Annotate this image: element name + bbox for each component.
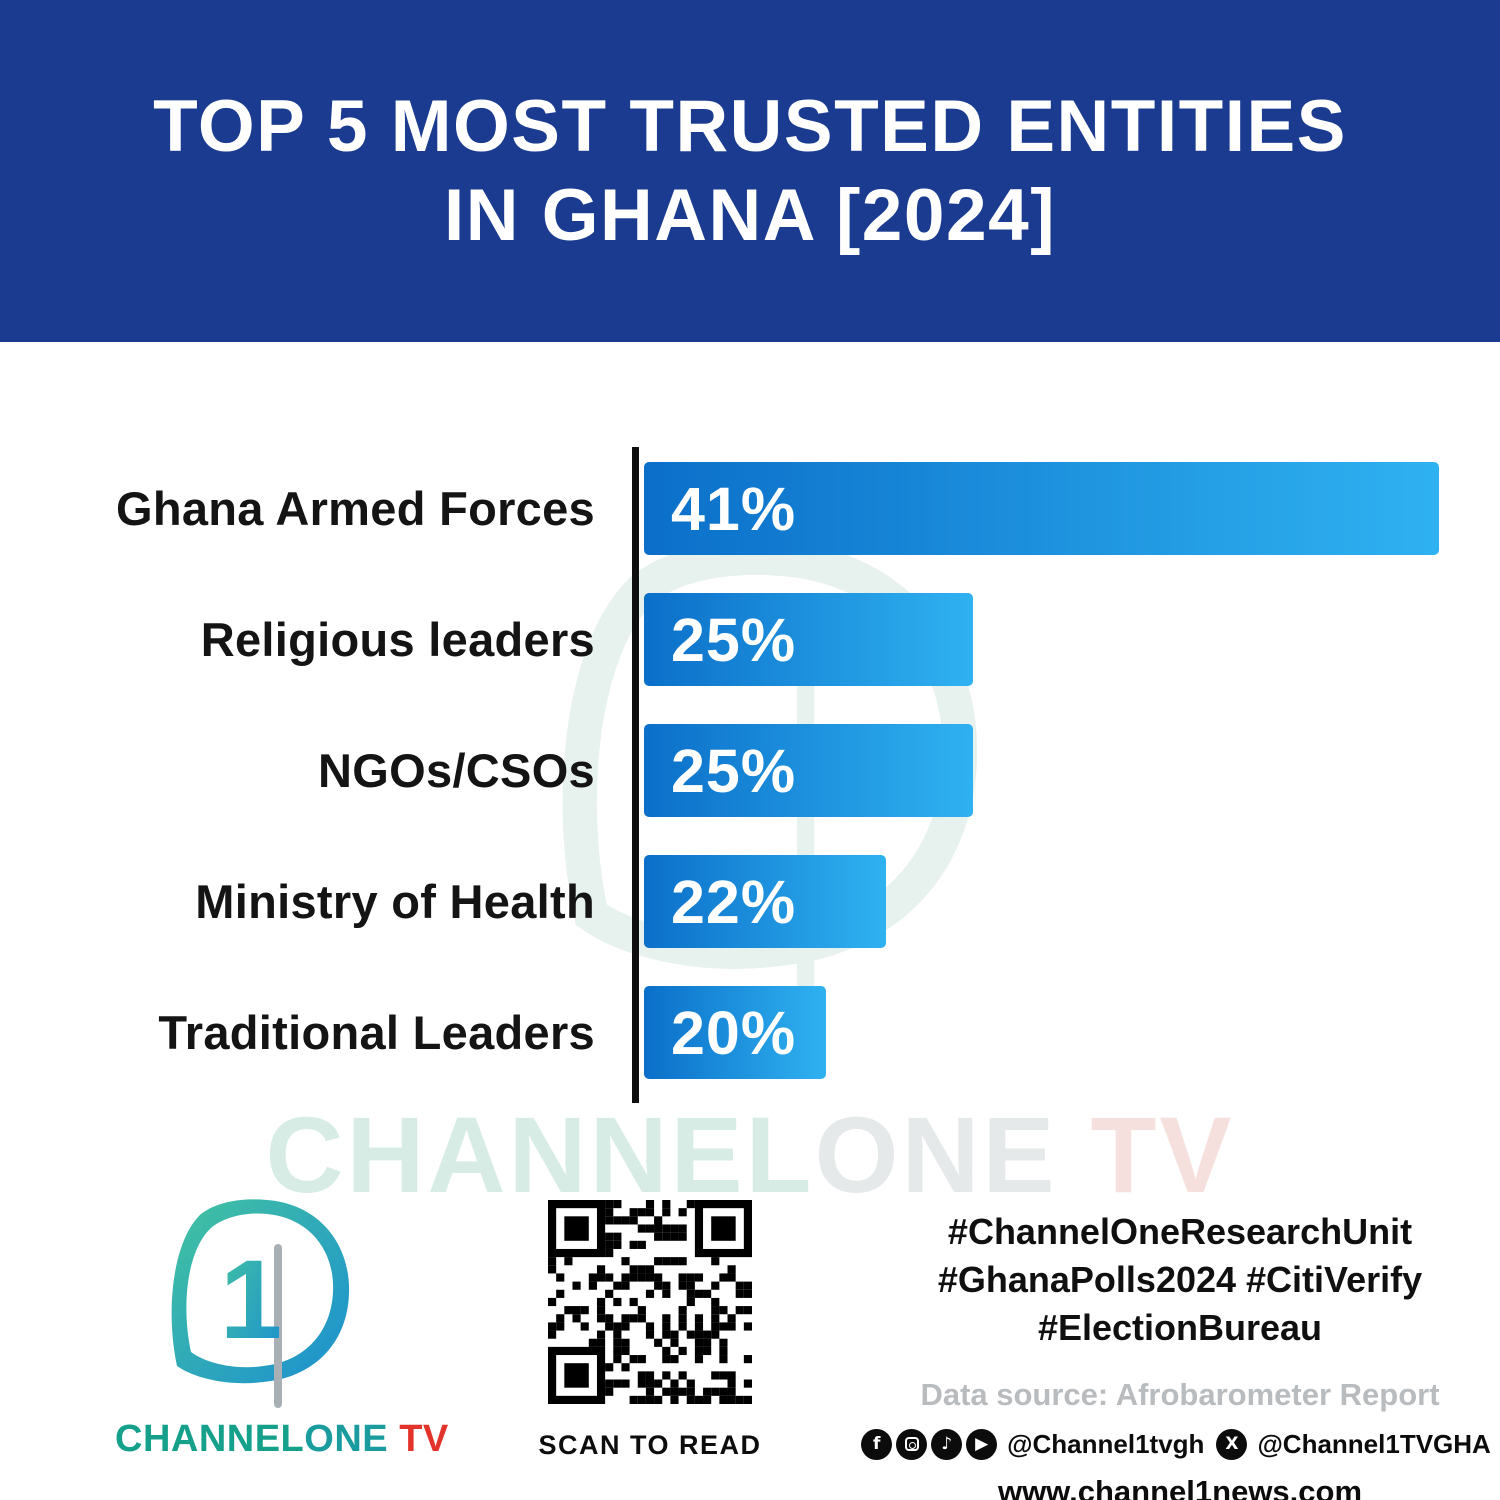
header-banner: TOP 5 MOST TRUSTED ENTITIES IN GHANA [20… xyxy=(0,0,1500,342)
social-handle-main: @Channel1tvgh xyxy=(1007,1428,1205,1459)
bar-chart: Ghana Armed Forces 41% Religious leaders 25… xyxy=(0,447,1500,1107)
title-line-1: TOP 5 MOST TRUSTED ENTITIES xyxy=(153,85,1347,167)
bar-value-label: 25% xyxy=(671,605,797,674)
brand-watermark: CHANNELONE TV xyxy=(0,1092,1500,1217)
bar-value-label: 41% xyxy=(671,474,797,543)
brand-name: CHANNELONE TV xyxy=(115,1418,448,1461)
hashtags: #ChannelOneResearchUnit #GhanaPolls2024 … xyxy=(880,1208,1480,1353)
bar-row: Religious leaders 25% xyxy=(0,593,1500,686)
bar-value-label: 25% xyxy=(671,736,797,805)
tiktok-icon: ♪ xyxy=(931,1428,963,1460)
watermark-channel: CHANNEL xyxy=(265,1094,815,1215)
bar: 25% xyxy=(644,593,973,686)
facebook-icon: f xyxy=(861,1428,893,1460)
bar-value-label: 22% xyxy=(671,867,797,936)
category-label: Traditional Leaders xyxy=(158,1006,595,1059)
x-icon: X xyxy=(1216,1428,1248,1460)
hashtag-line-3: #ElectionBureau xyxy=(1037,1307,1323,1349)
chart-rows: Ghana Armed Forces 41% Religious leaders 25… xyxy=(0,462,1500,1079)
hashtag-line-2: #GhanaPolls2024 #CitiVerify xyxy=(937,1259,1423,1301)
category-label: Ghana Armed Forces xyxy=(115,482,595,535)
bar-row: Ghana Armed Forces 41% xyxy=(0,462,1500,555)
chart-axis xyxy=(632,447,639,1103)
bar: 22% xyxy=(644,855,886,948)
qr-caption: SCAN TO READ xyxy=(538,1430,762,1460)
website-url: www.channel1news.com xyxy=(997,1473,1363,1500)
channel-one-logo: 1 xyxy=(171,1199,350,1408)
bar-row: Traditional Leaders 20% xyxy=(0,986,1500,1079)
category-label: Ministry of Health xyxy=(195,875,595,928)
bar-row: NGOs/CSOs 25% xyxy=(0,724,1500,817)
youtube-icon: ▶ xyxy=(966,1428,998,1460)
bar: 41% xyxy=(644,462,1439,555)
title-line-2: IN GHANA [2024] xyxy=(443,175,1057,256)
brand-channel: CHANNEL xyxy=(115,1418,305,1460)
brand-tv: TV xyxy=(388,1418,449,1460)
watermark-tv: TV xyxy=(1057,1094,1235,1215)
bar: 25% xyxy=(644,724,973,817)
category-label: NGOs/CSOs xyxy=(318,744,595,797)
bar: 20% xyxy=(644,986,826,1079)
data-source: Data source: Afrobarometer Report xyxy=(920,1376,1440,1412)
bar-value-label: 20% xyxy=(671,998,797,1067)
social-handle-x: @Channel1TVGHA xyxy=(1257,1428,1491,1459)
qr-code xyxy=(548,1200,752,1404)
social-row: f ♪ ▶ @Channel1tvgh X @Channel1TVGHA xyxy=(861,1428,1491,1460)
instagram-icon xyxy=(896,1428,928,1460)
page-title: TOP 5 MOST TRUSTED ENTITIES IN GHANA [20… xyxy=(153,82,1347,260)
watermark-one: ONE xyxy=(814,1094,1058,1215)
category-label: Religious leaders xyxy=(200,613,595,666)
brand-one: ONE xyxy=(304,1418,389,1460)
hashtag-line-1: #ChannelOneResearchUnit xyxy=(947,1211,1413,1252)
bar-row: Ministry of Health 22% xyxy=(0,855,1500,948)
footer-meta: #ChannelOneResearchUnit #GhanaPolls2024 … xyxy=(861,1208,1491,1500)
logo-digit: 1 xyxy=(220,1237,282,1362)
